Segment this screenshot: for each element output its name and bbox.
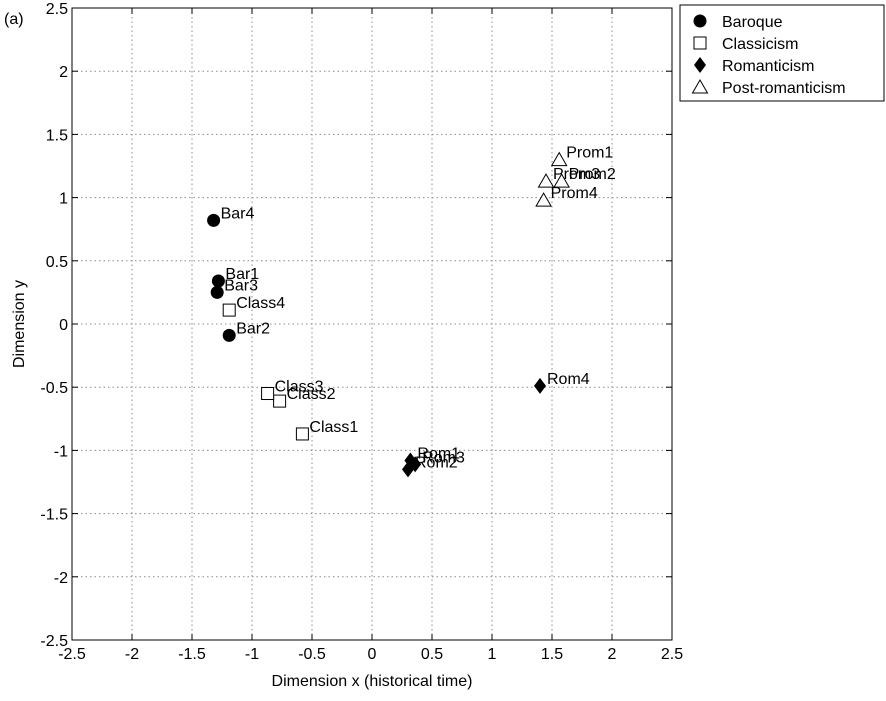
- data-point-class3: [261, 387, 275, 401]
- data-point-bar4: [207, 213, 221, 227]
- x-tick-label: -1.5: [178, 646, 206, 663]
- point-label-class3: Class3: [275, 379, 324, 396]
- data-point-rom4: [534, 377, 546, 394]
- point-label-class2: Class2: [287, 386, 336, 403]
- y-tick-label: 0.5: [46, 254, 68, 271]
- x-axis-title: Dimension x (historical time): [272, 673, 473, 690]
- data-point-prom3: [537, 173, 555, 188]
- legend-marker-romanticism: [694, 57, 706, 73]
- y-tick-label: -0.5: [40, 380, 68, 397]
- grid-lines: [72, 8, 672, 640]
- y-tick-label: -1.5: [40, 507, 68, 524]
- data-point-bar1: [211, 274, 225, 288]
- data-point-class4: [222, 303, 236, 317]
- legend-marker-post-romanticism: [691, 78, 709, 94]
- point-label-rom1: Rom1: [417, 446, 460, 463]
- data-point-bar2: [222, 328, 236, 342]
- x-tick-label: 2.5: [661, 646, 683, 663]
- y-tick-label: 1: [59, 191, 68, 208]
- data-point-rom3: [409, 456, 422, 473]
- y-tick-label: 1.5: [46, 127, 68, 144]
- y-axis-ticks: -2.5 -2 -1.5 -1 -0.5 0 0.5 1 1.5 2 2.5: [40, 1, 672, 650]
- x-tick-label: -2: [125, 646, 139, 663]
- data-point-prom1: [550, 151, 568, 167]
- y-axis-title: Dimension y: [11, 280, 28, 368]
- legend-marker-classicism: [693, 36, 707, 50]
- point-label-rom2: Rom2: [415, 454, 458, 471]
- data-point-class1: [295, 427, 309, 441]
- legend-box: [679, 4, 885, 102]
- x-tick-label: 1.5: [541, 646, 563, 663]
- y-tick-label: 2.5: [46, 1, 68, 18]
- point-label-rom4: Rom4: [547, 371, 590, 388]
- x-tick-label: -1: [245, 646, 259, 663]
- y-tick-label: 2: [59, 64, 68, 81]
- point-label-bar1: Bar1: [225, 266, 259, 283]
- point-label-prom3: Prom3: [553, 166, 600, 183]
- point-label-prom1: Prom1: [566, 145, 613, 162]
- point-label-bar2: Bar2: [236, 320, 270, 337]
- x-tick-label: 0: [368, 646, 377, 663]
- y-tick-label: -2: [54, 570, 68, 587]
- point-label-rom3: Rom3: [422, 449, 465, 466]
- legend-label-baroque: Baroque: [722, 14, 783, 31]
- x-tick-label: 2: [608, 646, 617, 663]
- point-label-class1: Class1: [309, 419, 358, 436]
- y-tick-label: -1: [54, 443, 68, 460]
- point-label-bar4: Bar4: [221, 205, 255, 222]
- x-axis-ticks: -2.5 -2 -1.5 -1 -0.5 0 0.5 1 1.5 2 2.5: [58, 8, 683, 663]
- x-tick-label: 0.5: [421, 646, 443, 663]
- point-label-prom4: Prom4: [551, 185, 598, 202]
- legend-label-post-romanticism: Post-romanticism: [722, 80, 846, 97]
- data-point-bar3: [210, 285, 224, 299]
- point-label-prom2: Prom2: [569, 166, 616, 183]
- x-tick-label: -2.5: [58, 646, 86, 663]
- y-tick-label: 0: [59, 317, 68, 334]
- legend-label-romanticism: Romanticism: [722, 58, 814, 75]
- y-tick-label: -2.5: [40, 633, 68, 650]
- x-tick-label: -0.5: [298, 646, 326, 663]
- legend-marker-baroque: [693, 14, 707, 28]
- data-point-class2: [273, 394, 287, 408]
- point-label-bar3: Bar3: [224, 277, 258, 294]
- legend-label-classicism: Classicism: [722, 36, 798, 53]
- x-tick-label: 1: [488, 646, 497, 663]
- data-point-prom4: [535, 192, 552, 207]
- panel-label: (a): [4, 11, 24, 28]
- legend: Baroque Classicism Romanticism Post-romanti…: [679, 4, 885, 102]
- point-label-class4: Class4: [236, 295, 285, 312]
- data-point-prom2: [553, 173, 570, 188]
